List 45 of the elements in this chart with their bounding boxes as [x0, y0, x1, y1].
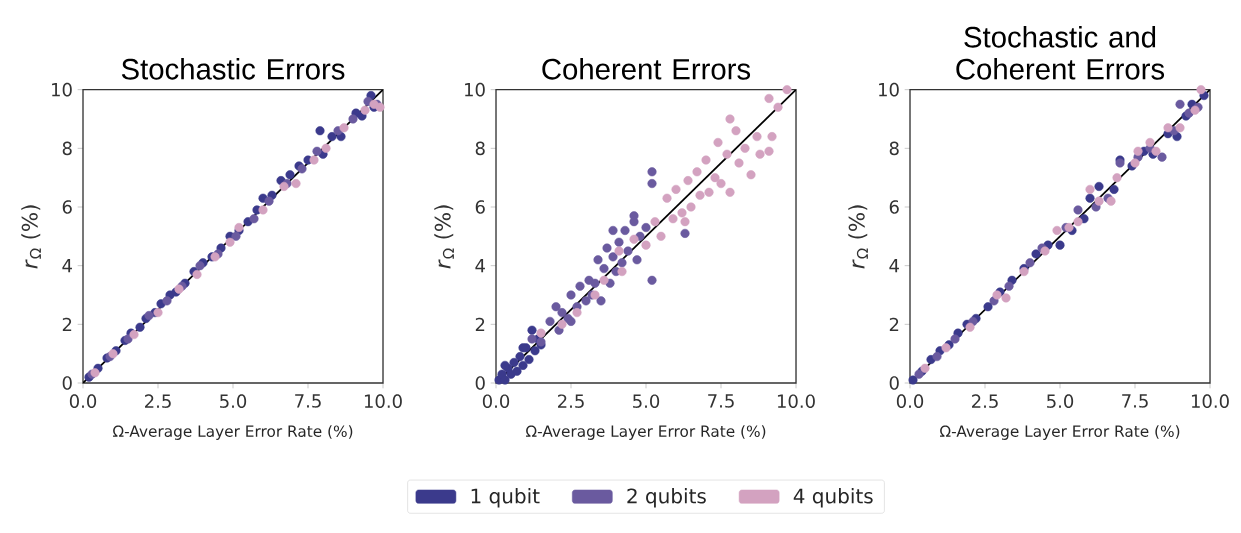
- x-tick-label: 2.5: [972, 394, 998, 408]
- x-tick-label: 7.5: [295, 394, 321, 408]
- y-tick-label: 8: [889, 141, 899, 156]
- x-tick-label: 0.0: [69, 394, 97, 408]
- y-tick-label: 8: [475, 141, 485, 156]
- y-tick-label: 0: [889, 376, 899, 390]
- chart-title: Coherent Errors: [542, 58, 751, 80]
- x-axis-title: Ω-Average Layer Error Rate (%): [526, 425, 766, 440]
- x-axis-title: Ω-Average Layer Error Rate (%): [113, 425, 353, 440]
- legend-label: 2 qubits: [627, 488, 706, 508]
- legend-label: 4 qubits: [793, 488, 873, 508]
- x-tick-label: 10.0: [364, 394, 402, 408]
- y-tick-label: 6: [889, 200, 899, 214]
- y-tick-label: 4: [62, 259, 72, 273]
- x-tick-label: 2.5: [145, 394, 171, 408]
- y-tick-label: 6: [62, 200, 72, 214]
- x-tick-label: 5.0: [1047, 394, 1074, 408]
- y-tick-label: 2: [889, 317, 899, 332]
- y-tick-label: 8: [62, 141, 72, 156]
- legend-label: 1 qubit: [471, 488, 540, 508]
- y-tick-label: 10: [52, 82, 72, 97]
- x-tick-label: 2.5: [558, 394, 584, 408]
- y-axis-title: r$_{Ω}$ (%): [848, 205, 868, 269]
- y-tick-label: 2: [62, 317, 72, 332]
- x-tick-label: 0.0: [896, 394, 924, 408]
- y-tick-label: 0: [62, 376, 72, 390]
- y-axis-title: r$_{Ω}$ (%): [434, 205, 454, 269]
- y-tick-label: 6: [475, 200, 485, 214]
- x-tick-label: 10.0: [777, 394, 815, 408]
- x-axis-title: Ω-Average Layer Error Rate (%): [940, 425, 1180, 440]
- chart-title: Stochastic Errors: [121, 58, 345, 80]
- x-tick-label: 0.0: [482, 394, 510, 408]
- y-tick-label: 2: [475, 317, 485, 332]
- chart-title: Stochastic and Coherent Errors: [956, 26, 1165, 80]
- x-tick-label: 5.0: [633, 394, 660, 408]
- y-tick-label: 10: [465, 82, 485, 97]
- x-tick-label: 7.5: [1122, 394, 1148, 408]
- y-tick-label: 0: [475, 376, 485, 390]
- y-tick-label: 4: [889, 259, 899, 273]
- y-tick-label: 10: [879, 82, 899, 97]
- y-axis-title: r$_{Ω}$ (%): [21, 205, 41, 269]
- x-tick-label: 5.0: [220, 394, 247, 408]
- y-tick-label: 4: [475, 259, 485, 273]
- x-tick-label: 10.0: [1191, 394, 1229, 408]
- x-tick-label: 7.5: [708, 394, 734, 408]
